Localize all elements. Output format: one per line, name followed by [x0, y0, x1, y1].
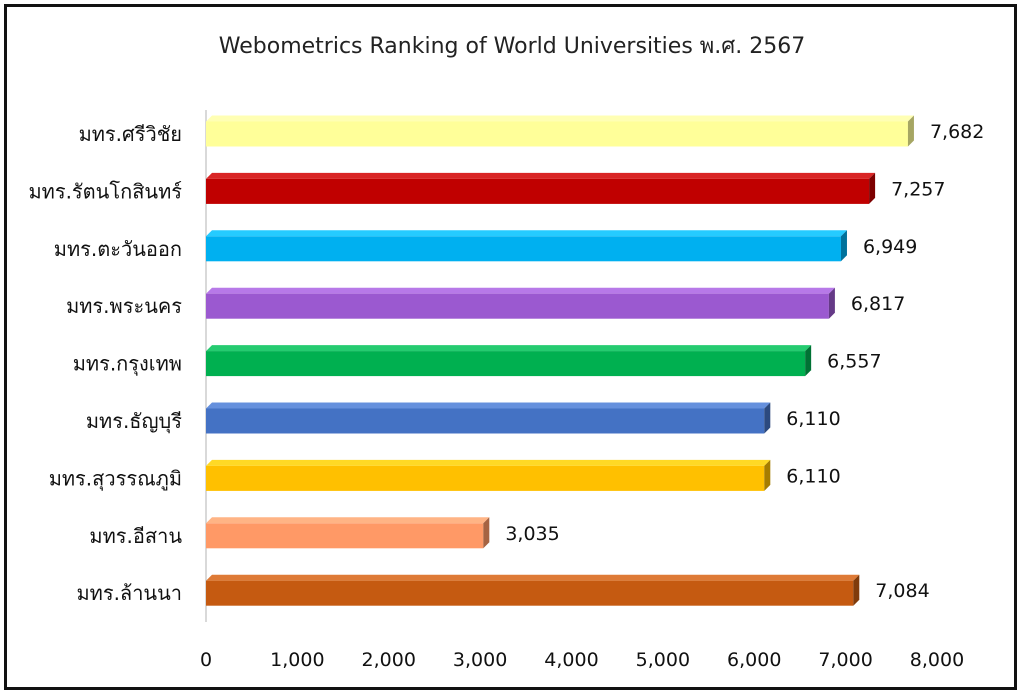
bar-group: มทร.อีสาน 3,035: [89, 517, 560, 549]
x-tick-label: 5,000: [636, 649, 690, 671]
value-label: 6,110: [786, 408, 840, 430]
bar-group: มทร.พระนคร 6,817: [66, 287, 905, 319]
x-tick-label: 8,000: [910, 649, 964, 671]
bar: [206, 121, 908, 147]
bar-side-face: [764, 402, 771, 434]
bar: [206, 523, 484, 549]
bar-group: มทร.กรุงเทพ 6,557: [73, 345, 882, 377]
bar-top-face: [206, 230, 847, 237]
x-tick-label: 3,000: [453, 649, 507, 671]
bar-top-face: [206, 517, 490, 524]
bar-group: มทร.สุวรรณภูมิ 6,110: [49, 459, 841, 491]
bar: [206, 465, 765, 491]
bar-side-face: [764, 459, 771, 491]
x-tick-label: 2,000: [362, 649, 416, 671]
bar-top-face: [206, 459, 771, 466]
category-label: มทร.กรุงเทพ: [73, 352, 182, 377]
category-label: มทร.สุวรรณภูมิ: [49, 466, 182, 491]
value-label: 6,557: [827, 351, 881, 373]
bar-side-face: [853, 574, 860, 606]
chart-title: Webometrics Ranking of World Universitie…: [219, 34, 805, 59]
x-tick-label: 0: [200, 649, 212, 671]
x-tick-label: 1,000: [270, 649, 324, 671]
value-label: 6,817: [851, 293, 905, 315]
bar-top-face: [206, 345, 812, 352]
bar: [206, 293, 829, 319]
category-label: มทร.อีสาน: [89, 524, 182, 548]
bar-top-face: [206, 402, 771, 409]
category-label: มทร.รัตนโกสินทร์: [28, 179, 182, 203]
category-label: มทร.ศรีวิชัย: [79, 122, 182, 146]
bar-top-face: [206, 115, 914, 122]
x-tick-label: 4,000: [544, 649, 598, 671]
bar-side-face: [805, 345, 812, 377]
bar: [206, 178, 870, 204]
bar-group: มทร.ธัญบุรี 6,110: [86, 402, 841, 434]
value-label: 7,257: [891, 178, 945, 200]
bar-top-face: [206, 172, 876, 179]
value-label: 7,084: [875, 580, 929, 602]
bar-group: มทร.ศรีวิชัย 7,682: [79, 115, 984, 147]
bar: [206, 408, 765, 434]
bar-side-face: [869, 172, 876, 204]
bar-side-face: [483, 517, 490, 549]
bar-side-face: [840, 230, 847, 262]
value-label: 6,949: [863, 236, 917, 258]
value-label: 6,110: [786, 465, 840, 487]
bar: [206, 351, 806, 377]
bar-top-face: [206, 574, 860, 581]
bar: [206, 580, 854, 606]
bar-group: มทร.รัตนโกสินทร์ 7,257: [28, 172, 946, 204]
x-axis-ticks: 0 1,000 2,000 3,000 4,000 5,000 6,000 7,000 8,00…: [200, 649, 964, 671]
category-label: มทร.ล้านนา: [76, 581, 182, 605]
bar: [206, 236, 841, 262]
bar-side-face: [907, 115, 914, 147]
bar-group: มทร.ตะวันออก 6,949: [54, 230, 917, 262]
bar-side-face: [828, 287, 835, 319]
category-label: มทร.ธัญบุรี: [86, 409, 182, 434]
value-label: 3,035: [505, 523, 559, 545]
x-tick-label: 6,000: [727, 649, 781, 671]
category-label: มทร.พระนคร: [66, 294, 182, 318]
category-label: มทร.ตะวันออก: [54, 237, 182, 261]
bar-top-face: [206, 287, 835, 294]
bar-group: มทร.ล้านนา 7,084: [76, 574, 930, 606]
x-tick-label: 7,000: [818, 649, 872, 671]
value-label: 7,682: [930, 121, 984, 143]
